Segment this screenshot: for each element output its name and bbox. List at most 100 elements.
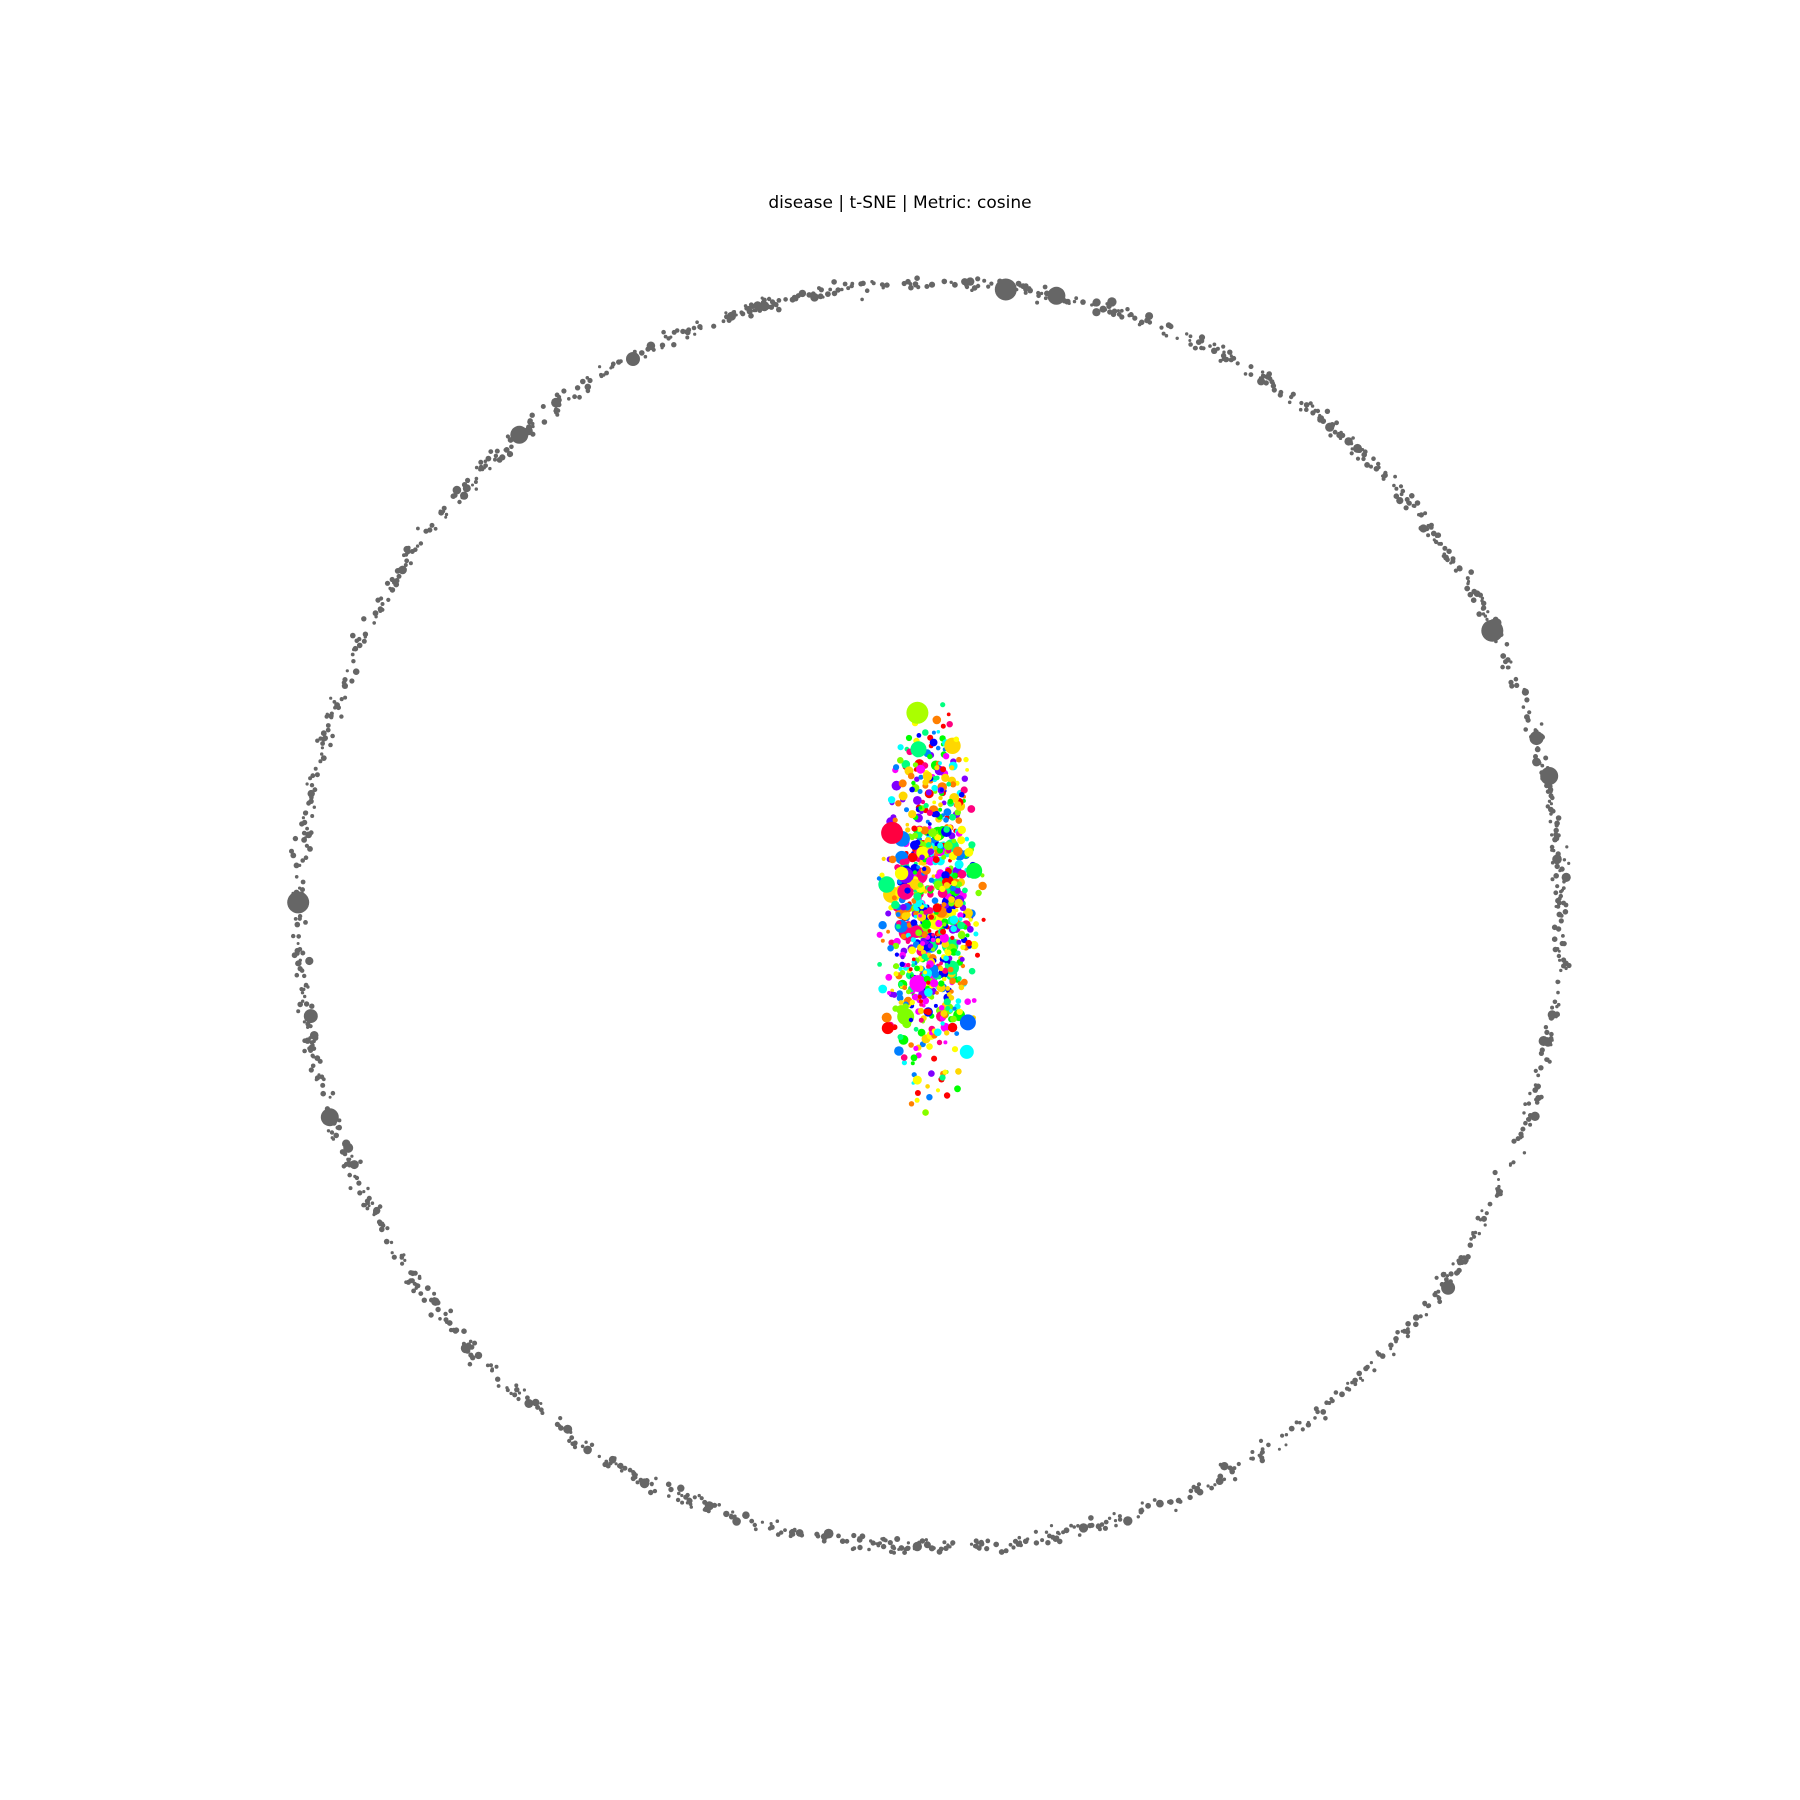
- ring-point: [1522, 687, 1527, 692]
- ring-point: [352, 648, 356, 652]
- cluster-point: [911, 832, 919, 839]
- cluster-point: [942, 753, 950, 760]
- ring-point: [366, 1186, 370, 1191]
- cluster-point: [901, 912, 910, 921]
- cluster-point: [926, 964, 931, 969]
- ring-point: [295, 951, 300, 956]
- ring-point: [1434, 1275, 1439, 1280]
- cluster-point: [900, 904, 907, 911]
- cluster-point: [965, 768, 969, 772]
- ring-point: [1023, 287, 1028, 292]
- ring-point: [835, 287, 841, 293]
- cluster-point: [888, 855, 897, 864]
- ring-point: [1332, 429, 1338, 435]
- ring-point: [1513, 676, 1519, 682]
- ring-point: [328, 742, 333, 748]
- cluster-point: [898, 791, 908, 801]
- ring-point: [1263, 380, 1269, 386]
- ring-point: [677, 1491, 681, 1496]
- ring-point: [1192, 346, 1197, 351]
- ring-point: [1548, 819, 1553, 824]
- ring-point: [332, 700, 337, 704]
- ring-point: [494, 1364, 499, 1369]
- ring-point: [427, 527, 433, 533]
- ring-point: [1485, 617, 1489, 622]
- ring-point: [1213, 1483, 1217, 1487]
- ring-point: [860, 297, 864, 302]
- cluster-point: [946, 992, 952, 997]
- ring-point: [1553, 827, 1559, 834]
- ring-point: [307, 789, 315, 798]
- ring-point: [760, 296, 764, 300]
- highlighted-point: [1481, 619, 1504, 642]
- ring-point: [1475, 1215, 1481, 1221]
- ring-point: [320, 730, 327, 737]
- ring-point: [1313, 1406, 1319, 1412]
- ring-point: [639, 350, 645, 356]
- ring-point: [1376, 461, 1381, 467]
- ring-point: [1500, 664, 1505, 670]
- ring-point: [978, 1539, 984, 1545]
- ring-point: [1514, 682, 1520, 689]
- ring-point: [1344, 437, 1353, 446]
- cluster-point: [917, 994, 922, 999]
- ring-point: [839, 1538, 846, 1544]
- ring-point: [1535, 1095, 1541, 1100]
- ring-point: [1257, 1453, 1261, 1457]
- ring-point: [1361, 1378, 1365, 1382]
- cluster-point: [905, 822, 910, 827]
- ring-point: [1043, 296, 1048, 301]
- cluster-point: [954, 801, 962, 809]
- ring-point: [998, 1549, 1005, 1555]
- ring-point: [356, 1180, 362, 1186]
- ring-point: [742, 1511, 750, 1519]
- cluster-point: [931, 874, 936, 879]
- ring-point: [1249, 1456, 1253, 1461]
- ring-point: [1277, 1447, 1281, 1451]
- ring-point: [326, 1129, 331, 1133]
- ring-point: [505, 434, 510, 439]
- cluster-point: [876, 931, 883, 938]
- ring-point: [1562, 909, 1569, 915]
- cluster-point: [906, 989, 911, 995]
- cluster-point: [958, 916, 963, 922]
- ring-point: [768, 304, 775, 310]
- ring-point: [1548, 789, 1553, 794]
- ring-point: [1168, 323, 1174, 330]
- ring-point: [1507, 665, 1511, 670]
- cluster-point: [938, 966, 944, 972]
- highlighted-point: [959, 1014, 976, 1031]
- ring-point: [580, 1444, 585, 1449]
- cluster-point: [936, 1039, 943, 1046]
- cluster-point: [943, 808, 952, 816]
- ring-point: [1395, 1330, 1400, 1335]
- cluster-point: [940, 1021, 945, 1026]
- ring-point: [924, 1538, 928, 1542]
- ring-point: [528, 1403, 533, 1408]
- cluster-point: [917, 789, 923, 794]
- cluster-point: [932, 800, 937, 805]
- ring-point: [563, 1424, 573, 1434]
- cluster-point: [978, 881, 987, 891]
- cluster-point: [954, 860, 964, 869]
- ring-point: [1392, 1352, 1396, 1357]
- ring-point: [341, 680, 347, 686]
- cluster-point: [925, 1084, 930, 1089]
- cluster-point: [899, 970, 906, 976]
- ring-point: [1533, 1083, 1538, 1087]
- ring-point: [1567, 861, 1571, 866]
- ring-point: [1074, 296, 1079, 301]
- ring-point: [946, 1543, 950, 1548]
- ring-point: [732, 310, 737, 314]
- ring-point: [749, 1518, 755, 1524]
- ring-point: [343, 1142, 354, 1153]
- ring-point: [496, 1384, 501, 1388]
- cluster-point: [922, 771, 933, 782]
- cluster-point: [877, 962, 882, 967]
- ring-point: [1411, 503, 1416, 508]
- cluster-point: [912, 762, 919, 768]
- cluster-point: [932, 856, 940, 863]
- ring-point: [411, 1288, 416, 1294]
- cluster-point: [957, 981, 963, 986]
- ring-point: [964, 284, 970, 290]
